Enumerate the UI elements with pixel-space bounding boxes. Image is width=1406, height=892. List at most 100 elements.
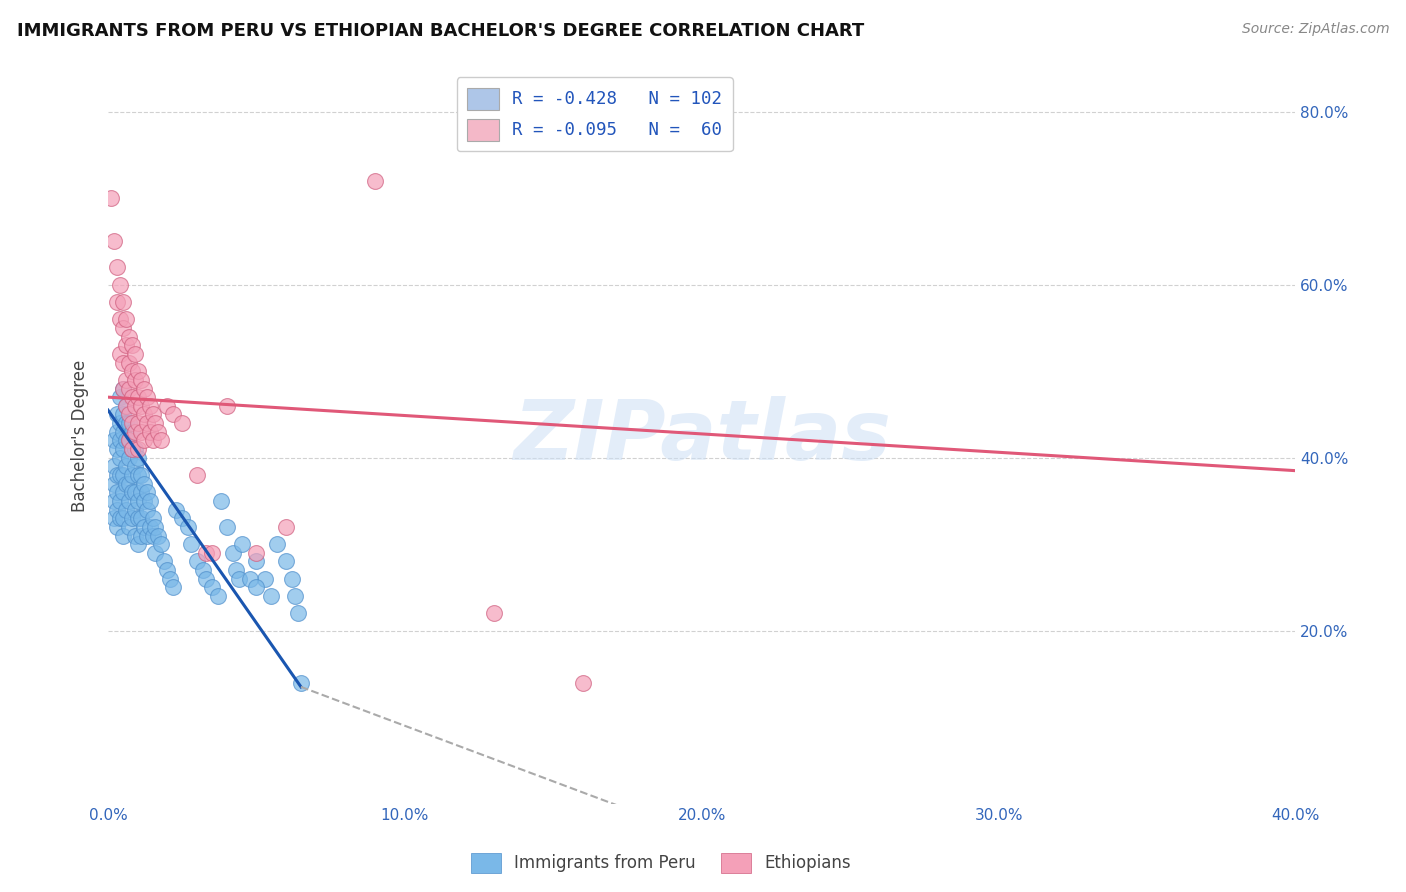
Point [103,459,125,474]
Legend: R = -0.428   N = 102, R = -0.095   N =  60: R = -0.428 N = 102, R = -0.095 N = 60 [457,78,733,152]
Point [121,442,143,456]
Point [129,399,152,413]
Point [124,425,146,439]
Point [191,563,214,577]
Point [138,399,160,413]
Point [281,572,304,586]
Point [118,520,141,534]
Text: Source: ZipAtlas.com: Source: ZipAtlas.com [1241,22,1389,37]
Point [108,467,131,482]
Point [108,312,131,326]
Point [129,528,152,542]
Point [124,373,146,387]
Point [114,399,136,413]
Point [239,572,262,586]
Point [162,408,184,422]
Point [111,511,134,525]
Point [201,581,224,595]
Point [135,390,157,404]
Point [127,364,149,378]
Point [124,502,146,516]
Point [129,425,152,439]
Point [127,467,149,482]
Point [118,450,141,465]
Point [245,581,267,595]
Point [121,442,143,456]
Point [127,390,149,404]
Point [215,520,238,534]
Point [132,494,155,508]
Point [172,416,194,430]
Point [121,511,143,525]
Point [215,399,238,413]
Point [127,511,149,525]
Point [124,459,146,474]
Point [132,408,155,422]
Point [105,467,128,482]
Point [111,528,134,542]
Point [290,675,312,690]
Point [105,502,128,516]
Point [114,476,136,491]
Point [231,537,253,551]
Point [108,511,131,525]
Point [145,546,167,560]
Point [118,382,141,396]
Point [186,554,208,568]
Point [103,511,125,525]
Point [245,546,267,560]
Point [254,572,277,586]
Point [111,321,134,335]
Point [118,355,141,369]
Point [114,459,136,474]
Point [201,546,224,560]
Point [129,373,152,387]
Legend: Immigrants from Peru, Ethiopians: Immigrants from Peru, Ethiopians [464,847,858,880]
Point [121,485,143,500]
Point [159,572,181,586]
Point [114,434,136,448]
Point [245,554,267,568]
Point [108,450,131,465]
Point [121,467,143,482]
Point [105,425,128,439]
Point [124,347,146,361]
Point [138,520,160,534]
Point [260,589,283,603]
Point [108,434,131,448]
Point [105,520,128,534]
Point [111,355,134,369]
Point [221,546,243,560]
Point [121,364,143,378]
Point [225,563,247,577]
Point [103,235,125,249]
Point [111,425,134,439]
Point [138,425,160,439]
Point [150,537,173,551]
Point [141,434,163,448]
Point [121,338,143,352]
Point [274,520,297,534]
Point [287,607,309,621]
Point [150,434,173,448]
Point [118,329,141,343]
Point [105,260,128,275]
Point [103,434,125,448]
Point [127,537,149,551]
Point [274,554,297,568]
Point [111,408,134,422]
Point [111,382,134,396]
Point [114,399,136,413]
Point [153,554,176,568]
Point [124,442,146,456]
Point [127,494,149,508]
Point [111,485,134,500]
Point [228,572,250,586]
Point [135,528,157,542]
Point [165,502,187,516]
Point [207,589,229,603]
Point [180,537,202,551]
Point [186,467,208,482]
Point [103,494,125,508]
Point [135,502,157,516]
